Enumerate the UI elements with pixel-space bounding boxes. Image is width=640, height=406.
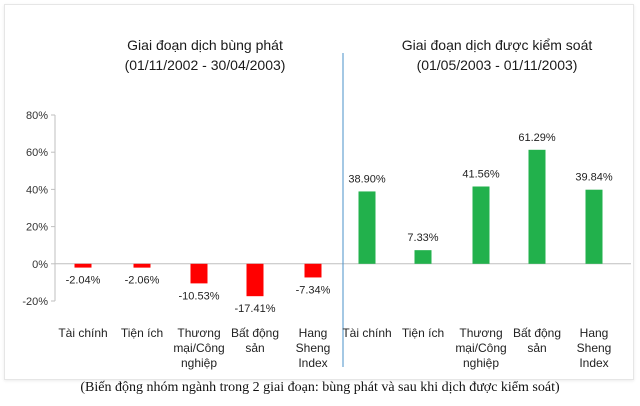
bar <box>246 263 264 297</box>
category-label: Bất động <box>513 326 561 340</box>
data-label: -10.53% <box>179 290 220 302</box>
right-title-line2: (01/05/2003 - 01/11/2003) <box>416 57 578 73</box>
bar <box>528 149 546 264</box>
data-label: 38.90% <box>348 173 386 185</box>
data-label: 7.33% <box>407 232 438 244</box>
category-label: Thương <box>459 326 502 340</box>
category-label: Bất động <box>231 326 279 340</box>
data-label: 61.29% <box>518 132 556 144</box>
category-label: Tiện ích <box>402 326 444 340</box>
left-title-line1: Giai đoạn dịch bùng phát <box>127 37 283 53</box>
category-label: Index <box>298 356 327 370</box>
category-label: mại/Công <box>455 341 506 355</box>
left-panel-title: Giai đoạn dịch bùng phát (01/11/2002 - 3… <box>65 35 345 75</box>
data-label: -7.34% <box>296 284 331 296</box>
y-tick-label: 80% <box>26 110 48 122</box>
caption: (Biến động nhóm ngành trong 2 giai đoạn:… <box>80 380 560 395</box>
data-label: -2.06% <box>125 275 160 287</box>
data-label: -17.41% <box>235 303 276 315</box>
chart-panel: Giai đoạn dịch bùng phát (01/11/2002 - 3… <box>4 4 634 380</box>
category-label: Hang <box>580 326 609 340</box>
category-label: Index <box>579 356 608 370</box>
y-tick-label: 20% <box>26 222 48 234</box>
category-label: Tiện ích <box>121 326 163 340</box>
bar <box>585 189 603 264</box>
category-label: Thương <box>177 326 220 340</box>
category-label: mại/Công <box>173 341 224 355</box>
category-label: sản <box>527 341 546 355</box>
y-tick-label: 0% <box>32 259 48 271</box>
data-label: -2.04% <box>66 275 101 287</box>
category-label: Tài chính <box>342 326 391 340</box>
y-tick-label: 60% <box>26 147 48 159</box>
right-title-line1: Giai đoạn dịch được kiểm soát <box>401 37 593 53</box>
y-tick-label: -20% <box>22 296 48 308</box>
data-label: 39.84% <box>575 172 613 184</box>
bar <box>74 263 92 268</box>
left-title-line2: (01/11/2002 - 30/04/2003) <box>124 57 286 73</box>
y-tick-label: 40% <box>26 184 48 196</box>
bar <box>414 250 432 264</box>
bar <box>358 191 376 264</box>
bar <box>472 186 490 264</box>
bar <box>190 263 208 284</box>
category-label: Sheng <box>296 341 331 355</box>
category-label: nghiệp <box>463 356 499 370</box>
category-label: Tài chính <box>58 326 107 340</box>
bar <box>133 263 151 268</box>
data-label: 41.56% <box>462 168 500 180</box>
right-panel-title: Giai đoạn dịch được kiểm soát (01/05/200… <box>357 35 637 75</box>
bar-chart: 80% 60% 40% 20% 0% -20% -2.04% Tài chính -2.06% T… <box>22 53 631 370</box>
category-label: sản <box>245 341 264 355</box>
category-label: nghiệp <box>181 356 217 370</box>
category-label: Sheng <box>577 341 612 355</box>
bar <box>304 263 322 278</box>
category-label: Hang <box>299 326 328 340</box>
